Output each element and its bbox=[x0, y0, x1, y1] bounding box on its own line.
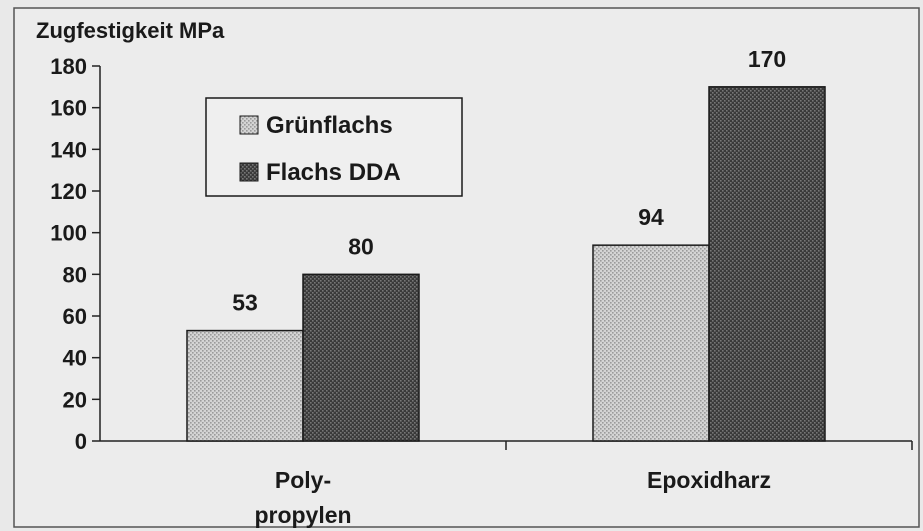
bar-gruenflachs-1 bbox=[592, 244, 710, 442]
data-label-flachs-dda-0: 80 bbox=[348, 233, 374, 259]
y-tick-label: 180 bbox=[50, 54, 87, 79]
y-tick-label: 160 bbox=[50, 96, 87, 121]
data-labels: 53 80 94 170 bbox=[232, 46, 786, 316]
bar-flachs-dda-0 bbox=[302, 273, 420, 442]
y-tick-label: 40 bbox=[63, 346, 87, 371]
category-label: propylen bbox=[254, 502, 351, 528]
y-tick-label: 100 bbox=[50, 221, 87, 246]
bar-flachs-dda-1 bbox=[708, 86, 826, 442]
legend-swatch-flachs-dda bbox=[239, 162, 259, 182]
data-label-gruenflachs-1: 94 bbox=[638, 204, 664, 230]
category-label: Epoxidharz bbox=[647, 467, 771, 493]
bars bbox=[186, 86, 826, 442]
y-tick-label: 20 bbox=[63, 387, 87, 412]
data-label-gruenflachs-0: 53 bbox=[232, 290, 258, 316]
legend-label-gruenflachs: Grünflachs bbox=[266, 112, 393, 139]
bar-gruenflachs-0 bbox=[186, 329, 304, 442]
y-tick-label: 0 bbox=[75, 429, 87, 454]
y-axis-title: Zugfestigkeit MPa bbox=[36, 18, 225, 43]
legend-swatch-gruenflachs bbox=[239, 115, 259, 135]
y-tick-label: 120 bbox=[50, 179, 87, 204]
legend: Grünflachs Flachs DDA bbox=[205, 97, 463, 197]
y-tick-label: 60 bbox=[63, 304, 87, 329]
y-tick-label: 80 bbox=[63, 262, 87, 287]
category-label: Poly- bbox=[275, 467, 331, 493]
data-label-flachs-dda-1: 170 bbox=[748, 46, 786, 72]
y-tick-label: 140 bbox=[50, 137, 87, 162]
legend-label-flachs-dda: Flachs DDA bbox=[266, 159, 401, 186]
category-labels: Poly-propylen Epoxidharz bbox=[254, 467, 771, 528]
